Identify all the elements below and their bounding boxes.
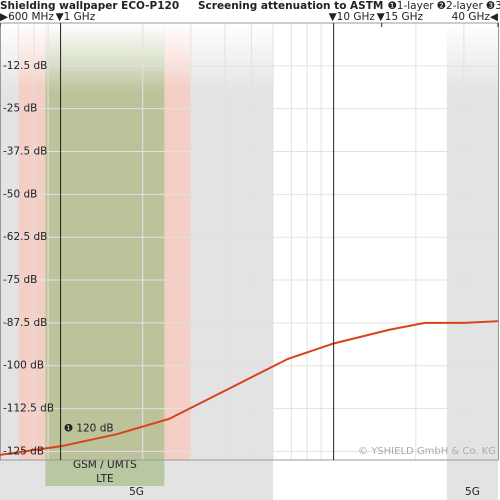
y-tick-label: -75 dB: [3, 274, 37, 286]
y-tick-label: -87.5 dB: [3, 317, 47, 329]
x-tick-label: ▼10 GHz: [329, 11, 376, 23]
legend-entry: ❶1-layer: [387, 0, 434, 12]
band-fade: [446, 23, 498, 500]
chart-title: Shielding wallpaper ECO-P120: [0, 0, 179, 12]
x-tick-label: ▶600 MHz: [0, 11, 54, 23]
chart-subtitle: Screening attenuation to ASTM: [198, 0, 383, 12]
y-tick-label: -62.5 dB: [3, 231, 47, 243]
copyright: © YSHIELD GmbH & Co. KG: [358, 446, 496, 457]
grid: [0, 23, 498, 460]
x-tick-label: ▼1 GHz: [56, 11, 96, 23]
legend-entry: ❷2-layer: [437, 0, 484, 12]
y-tick-label: -50 dB: [3, 188, 37, 200]
y-tick-label: -25 dB: [3, 103, 37, 115]
band-label: GSM / UMTS: [73, 459, 137, 471]
x-tick-label: ▼15 GHz: [377, 11, 424, 23]
series-line: [0, 320, 499, 456]
y-tick-label: -12.5 dB: [3, 60, 47, 72]
bands: 5G 5G GSM / UMTS LTE: [0, 23, 498, 500]
y-tick-label: -37.5 dB: [3, 146, 47, 158]
band-label: 5G: [465, 486, 480, 498]
y-tick-label: -125 dB: [3, 445, 44, 457]
band-label: 5G: [129, 486, 144, 498]
band-fade: [45, 23, 165, 486]
y-tick-label: -112.5 dB: [3, 403, 54, 415]
annotation: ❶ 120 dB: [64, 422, 114, 434]
plot-frame: [0, 22, 499, 461]
band-label: LTE: [96, 473, 113, 485]
legend-entry: ❸3-layer: [486, 0, 500, 12]
y-tick-label: -100 dB: [3, 360, 44, 372]
x-tick-label: 40 GHz◀: [452, 11, 499, 23]
plot: [0, 22, 499, 461]
